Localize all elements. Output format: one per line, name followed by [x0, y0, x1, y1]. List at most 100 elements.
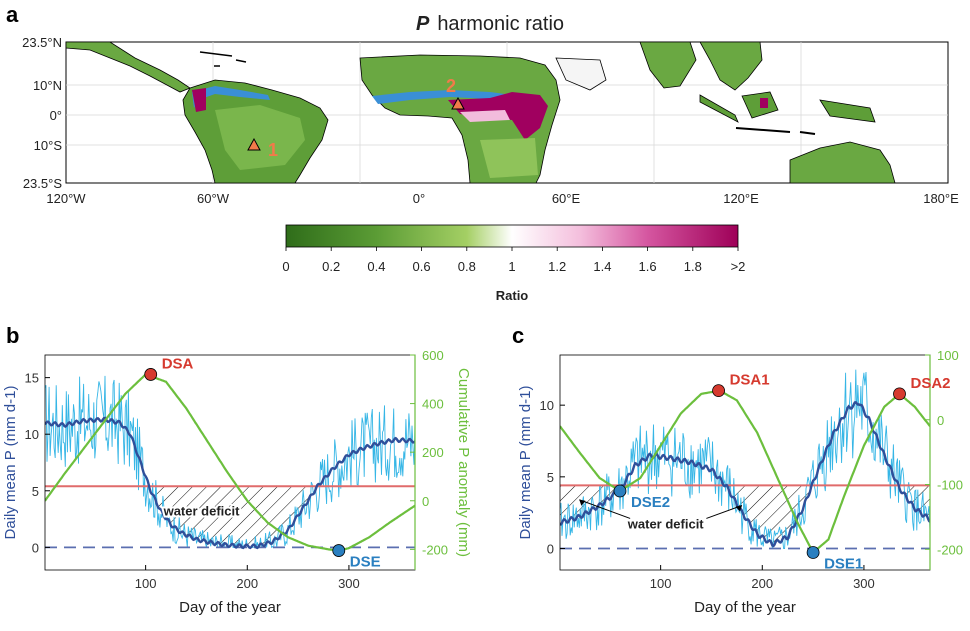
lon-tick: 60°E: [552, 191, 581, 206]
x-axis-label: Day of the year: [694, 599, 796, 616]
y-left-tick-label: 5: [547, 470, 554, 485]
dse-label: DSE: [350, 554, 381, 571]
deficit-arrow-left: [579, 499, 631, 519]
y-left-tick-label: 10: [540, 398, 554, 413]
colorbar-ticks: 0 0.2 0.4 0.6 0.8 1 1.2 1.4 1.6 1.8 >2: [282, 247, 745, 274]
colorbar-gradient: [285, 224, 739, 248]
dse-label: DSE1: [824, 556, 863, 573]
y-right-tick-label: 0: [937, 413, 944, 428]
colorbar-tick-label: 1.2: [548, 259, 566, 274]
colorbar-label: Ratio: [496, 288, 529, 303]
deficit-arrow-right: [706, 505, 743, 519]
colorbar-tick-label: >2: [731, 259, 746, 274]
x-axis-label: Day of the year: [179, 599, 281, 616]
site-2-label: 2: [446, 76, 456, 96]
lat-tick: 0°: [50, 108, 62, 123]
y-right-tick-label: 400: [422, 397, 444, 412]
x-tick-label: 300: [853, 576, 875, 591]
lon-tick: 60°W: [197, 191, 230, 206]
cumulative-anomaly-line: [45, 373, 415, 552]
lat-tick: 23.5°S: [23, 176, 63, 191]
india-land: [639, 41, 697, 89]
dse-point: [613, 484, 627, 498]
andes-high-ratio: [192, 88, 206, 112]
plot-area: [560, 369, 930, 555]
daily-p-raw-line: [45, 375, 415, 550]
dsa-point: [144, 368, 158, 381]
y-right-tick-label: 0: [422, 494, 429, 509]
y-right-tick-label: 200: [422, 445, 444, 460]
y-left-tick-label: 15: [25, 371, 39, 386]
y-left-axis-label: Daily mean P (mm d-1): [2, 386, 19, 540]
panel-a-title-rest: harmonic ratio: [437, 13, 564, 35]
cumulative-anomaly-line: [560, 389, 930, 555]
dsa-label: DSA2: [911, 375, 951, 392]
lat-tick: 10°S: [34, 138, 63, 153]
dsa-label: DSA: [162, 355, 194, 372]
y-left-tick-label: 0: [32, 540, 39, 555]
water-deficit-label: water deficit: [627, 516, 705, 531]
y-right-tick-label: -200: [422, 542, 448, 557]
daily-p-raw-line: [560, 369, 930, 549]
sahel-ratio-band: [372, 90, 520, 104]
panel-a-letter: a: [6, 2, 19, 27]
water-deficit-label: water deficit: [163, 504, 241, 519]
dsa-label: DSA1: [730, 372, 770, 389]
map-lon-ticks: 120°W 60°W 0° 60°E 120°E 180°E: [46, 191, 959, 206]
y-right-tick-label: 100: [937, 348, 959, 363]
x-tick-label: 200: [751, 576, 773, 591]
dse-point: [332, 544, 346, 557]
x-tick-label: 100: [135, 576, 157, 591]
colorbar-tick-label: 0.8: [458, 259, 476, 274]
colorbar-tick-label: 1.6: [639, 259, 657, 274]
y-right-axis-label: Cumulative P anomaly (mm): [455, 368, 472, 557]
east-africa-high-ratio-light: [460, 110, 510, 122]
dsa-point: [893, 387, 906, 401]
colorbar-tick-label: 0: [282, 259, 289, 274]
map-lat-ticks: 23.5°N 10°N 0° 10°S 23.5°S: [22, 35, 62, 191]
southeast-asia-land: [699, 41, 763, 91]
x-tick-label: 200: [236, 576, 258, 591]
australia-land: [789, 141, 896, 184]
lon-tick: 120°E: [723, 191, 759, 206]
y-left-axis-label: Daily mean P (mm d-1): [517, 386, 534, 540]
colorbar: 0 0.2 0.4 0.6 0.8 1 1.2 1.4 1.6 1.8 >2 Ratio: [282, 224, 745, 303]
borneo-high-ratio: [760, 98, 768, 108]
x-tick-label: 300: [338, 576, 360, 591]
y-right-tick-label: -100: [937, 478, 963, 493]
colorbar-tick-label: 0.4: [367, 259, 385, 274]
lat-tick: 10°N: [33, 78, 62, 93]
southern-africa-interior: [480, 138, 538, 178]
colorbar-tick-label: 0.6: [413, 259, 431, 274]
plot-area: [45, 373, 415, 552]
y-right-tick-label: -200: [937, 542, 963, 557]
deficit-arrow-left-head: [579, 499, 586, 506]
site-1-label: 1: [268, 140, 278, 160]
south-america-interior: [215, 105, 305, 170]
java-islands: [735, 127, 816, 135]
lon-tick: 120°W: [46, 191, 86, 206]
panel-a-title-var: P: [416, 13, 430, 35]
colorbar-tick-label: 1.4: [593, 259, 611, 274]
lat-tick: 23.5°N: [22, 35, 62, 50]
site-2-marker: [451, 96, 465, 110]
dsa-point: [712, 384, 725, 398]
lon-tick: 180°E: [923, 191, 959, 206]
caribbean-islands: [199, 51, 247, 67]
new-guinea: [819, 99, 876, 123]
y-right-tick-label: 600: [422, 348, 444, 363]
sumatra: [699, 94, 739, 123]
colorbar-tick-label: 0.2: [322, 259, 340, 274]
panel-b-chart: 100 200 300 Day of the year 0 5 10 15 -200 0 200 40…: [2, 348, 472, 616]
amazon-ratio-band: [192, 86, 270, 108]
colorbar-tick-label: 1.8: [684, 259, 702, 274]
lon-tick: 0°: [413, 191, 425, 206]
ratio-map: 1 2: [65, 41, 949, 184]
dse-label: DSE2: [631, 494, 670, 511]
x-tick-label: 100: [650, 576, 672, 591]
y-left-tick-label: 5: [32, 484, 39, 499]
dse-point: [806, 546, 820, 559]
panel-c-chart: 100 200 300 Day of the year 0 5 10 -200 -100 0 100…: [517, 348, 963, 616]
